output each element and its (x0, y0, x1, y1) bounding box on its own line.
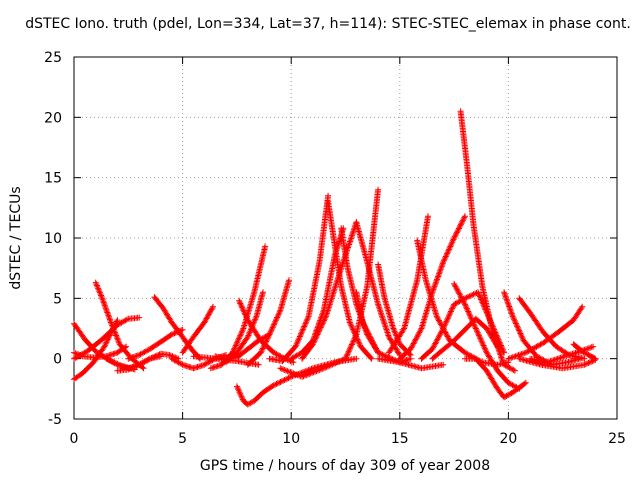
x-tick-label: 25 (608, 431, 626, 447)
series-points (266, 192, 332, 365)
data-series (429, 315, 501, 362)
data-series (457, 108, 518, 374)
y-axis-label: dSTEC / TECUs (8, 186, 24, 289)
series-points (570, 341, 599, 362)
x-tick-label: 0 (70, 431, 79, 447)
series-points (244, 277, 292, 368)
data-series (179, 303, 216, 356)
series-points (375, 355, 447, 372)
data-series (505, 303, 586, 362)
x-tick-label: 20 (499, 431, 517, 447)
series-points (457, 108, 518, 374)
data-layer (71, 108, 599, 408)
series-points (71, 343, 130, 361)
y-tick-label: 5 (53, 291, 62, 307)
y-tick-label: 20 (44, 110, 62, 126)
grid-layer (74, 57, 617, 419)
data-series (353, 219, 403, 358)
series-points (92, 279, 147, 372)
series-points (516, 355, 599, 372)
series-points (179, 303, 216, 356)
data-series (516, 355, 599, 372)
series-points (114, 350, 182, 374)
data-series (325, 198, 375, 362)
x-axis-label: GPS time / hours of day 309 of year 2008 (200, 458, 490, 474)
data-series (375, 355, 447, 372)
series-points (353, 219, 403, 358)
data-series (71, 343, 130, 361)
data-series (342, 186, 382, 362)
series-points (277, 355, 349, 380)
x-tick-label: 10 (282, 431, 300, 447)
data-series (244, 277, 292, 368)
series-points (429, 315, 501, 362)
series-points (462, 355, 529, 401)
series-points (505, 303, 586, 362)
x-tick-label: 15 (391, 431, 409, 447)
x-tick-label: 5 (178, 431, 187, 447)
data-series (570, 341, 599, 362)
y-tick-label: 25 (44, 50, 62, 66)
data-series (462, 355, 529, 401)
data-series (277, 355, 349, 380)
data-series (92, 279, 147, 372)
series-points (342, 186, 382, 362)
tick-layer: 0 5 10 15 20 25 -5 0 5 10 15 20 25 (44, 50, 626, 447)
y-tick-label: 15 (44, 171, 62, 187)
data-series (114, 350, 182, 374)
data-series (266, 192, 332, 365)
y-tick-label: -5 (48, 412, 62, 428)
y-tick-label: 10 (44, 231, 62, 247)
y-tick-label: 0 (53, 352, 62, 368)
series-points (325, 198, 375, 362)
chart-title: dSTEC Iono. truth (pdel, Lon=334, Lat=37… (25, 16, 631, 32)
